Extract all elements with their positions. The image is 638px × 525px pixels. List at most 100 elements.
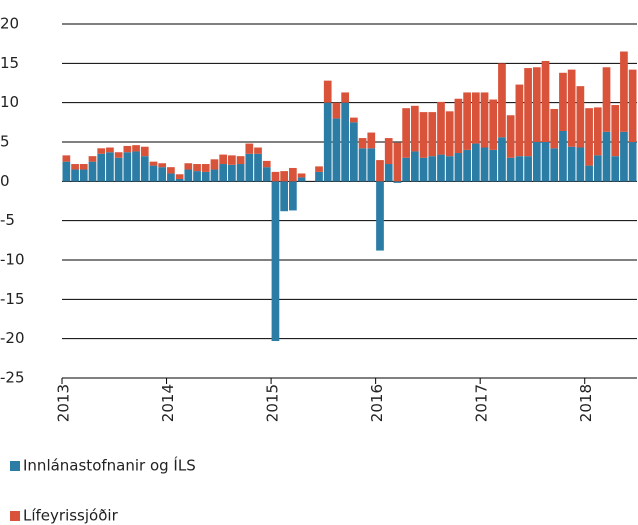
bar-segment [123,152,132,182]
bar-segment [140,146,149,157]
y-tick-label: 10 [0,93,19,111]
bar-segment [341,92,349,103]
bar-segment [201,171,210,182]
bar-segment [158,167,167,182]
bar-segment [437,101,445,155]
bar-segment [123,145,132,153]
bar-segment [437,154,445,182]
bar-segment [454,98,463,154]
bar-segment [410,105,419,152]
x-tick-label: 2014 [159,384,177,422]
bar-segment [262,167,271,182]
x-tick-label: 2016 [368,384,386,422]
bar-segment [236,164,245,182]
bar-segment [384,164,393,182]
bar-segment [79,164,88,170]
bar-segment [541,142,550,182]
bar-segment [402,108,410,158]
bar-segment [149,165,158,182]
bar-segment [498,137,506,182]
bar-segment [132,151,140,182]
bar-segment [280,171,289,182]
bar-segment [297,173,306,178]
bar-segment [140,156,149,182]
bar-segment [167,167,175,174]
legend-swatch [10,511,20,521]
bar-segment [106,152,114,182]
bar-segment [428,156,437,182]
bar-segment [175,178,184,182]
bar-segment [489,149,498,182]
bar-segment [463,149,471,182]
bar-segment [541,60,550,143]
bar-segment [419,157,428,182]
bar-segment [428,112,437,157]
bar-segment [280,181,289,212]
x-tick-label: 2015 [264,384,282,422]
bar-segment [367,132,376,149]
bar-segment [559,72,567,131]
bar-segment [445,111,454,157]
y-tick-label: 15 [0,54,19,72]
bar-segment [628,69,637,142]
bar-segment [236,156,245,165]
bar-segment [228,155,236,165]
y-tick-label: -5 [0,211,15,229]
bar-segment [376,160,384,182]
bar-segment [611,105,620,157]
bar-segment [628,142,637,182]
y-tick-label: -20 [0,329,25,347]
bar-segment [228,164,236,182]
bar-segment [480,147,489,182]
bar-segment [271,181,280,342]
bar-segment [393,142,402,182]
bar-segment [167,173,175,182]
bar-segment [498,63,506,138]
bar-segment [132,145,140,152]
legend-label: Lífeyrissjóðir [23,507,119,525]
bar-segment [245,143,254,154]
bar-segment [175,174,184,179]
bar-segment [567,69,576,147]
bar-segment [367,148,376,182]
bar-segment [576,147,585,182]
bar-segment [471,92,480,144]
bar-segment [506,157,515,182]
y-tick-label: -15 [0,290,25,308]
bar-segment [454,153,463,182]
bar-segment [585,108,593,166]
bar-segment [463,92,471,150]
bar-segment [193,171,201,182]
bar-segment [71,164,79,170]
bar-segment [88,156,97,162]
bar-segment [402,157,410,182]
bar-segment [559,130,567,182]
bar-segment [384,138,393,165]
bar-segment [358,138,367,149]
bar-segment [576,86,585,148]
bar-segment [315,171,323,182]
bar-segment [323,102,332,182]
bar-segment [515,156,524,182]
bar-segment [506,115,515,158]
bar-segment [62,161,71,182]
bar-segment [620,51,628,132]
bar-segment [297,177,306,182]
bar-segment [149,161,158,166]
bar-segment [585,165,593,182]
bar-segment [158,163,167,168]
bar-segment [611,156,620,182]
y-tick-label: 5 [0,133,10,151]
bar-segment [262,160,271,168]
bar-segment [532,142,541,182]
bar-segment [341,102,349,182]
legend-swatch [10,461,20,471]
bar-segment [471,143,480,182]
bar-segment [210,159,219,170]
bar-segment [97,148,106,154]
y-tick-label: -25 [0,369,25,387]
bar-segment [602,131,611,182]
bar-segment [210,169,219,182]
bar-segment [193,164,201,172]
